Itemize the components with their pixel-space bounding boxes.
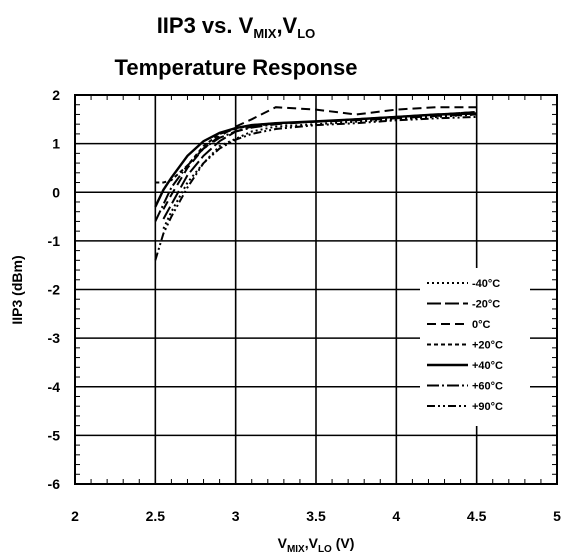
series-line-1 xyxy=(162,111,477,220)
subscript-text: LO xyxy=(318,544,332,555)
series-line-0 xyxy=(162,113,477,230)
y-tick-label: -4 xyxy=(48,379,61,395)
y-tick-label: -6 xyxy=(48,476,61,492)
series-line-2 xyxy=(162,106,477,210)
x-tick-label: 5 xyxy=(553,508,561,524)
legend-label: +90°C xyxy=(472,401,503,413)
y-tick-label: -2 xyxy=(48,282,61,298)
text-run: ,V xyxy=(305,535,319,551)
y-tick-labels: -6 -5 -4 -3 -2 -1 0 1 2 xyxy=(48,87,61,492)
x-tick-label: 2 xyxy=(71,508,79,524)
legend-label: +60°C xyxy=(472,381,503,393)
legend-label: +20°C xyxy=(472,340,503,352)
series-line-4 xyxy=(154,112,477,208)
x-axis-label: VMIX,VLO (V) xyxy=(278,535,355,555)
text-run: V xyxy=(278,535,288,551)
y-tick-label: 2 xyxy=(52,87,60,103)
x-tick-label: 2.5 xyxy=(146,508,166,524)
y-tick-label: 0 xyxy=(52,184,60,200)
chart-title-line2: Temperature Response xyxy=(115,55,358,80)
x-tick-label: 4.5 xyxy=(467,508,487,524)
subscript-text: MIX xyxy=(253,26,276,41)
series-line-5 xyxy=(154,113,477,222)
subscript-text: LO xyxy=(297,26,315,41)
y-tick-label: -5 xyxy=(48,427,61,443)
legend-label: +40°C xyxy=(472,360,503,372)
y-axis-label: IIP3 (dBm) xyxy=(9,255,25,324)
y-tick-label: -1 xyxy=(48,233,61,249)
y-tick-label: 1 xyxy=(52,136,60,152)
x-tick-label: 3 xyxy=(232,508,240,524)
series-layer xyxy=(154,106,477,261)
x-tick-label: 3.5 xyxy=(306,508,326,524)
text-run: IIP3 vs. V xyxy=(157,13,254,38)
subscript-text: MIX xyxy=(287,544,305,555)
legend: -40°C -20°C 0°C +20°C +40°C +60°C +90°C xyxy=(420,268,530,426)
y-tick-label: -3 xyxy=(48,330,61,346)
legend-label: -40°C xyxy=(472,278,500,290)
plot-frame xyxy=(74,94,558,485)
legend-label: -20°C xyxy=(472,299,500,311)
legend-background xyxy=(420,268,530,426)
x-tick-label: 4 xyxy=(392,508,400,524)
text-run: ,V xyxy=(276,13,297,38)
text-run: (V) xyxy=(332,535,355,551)
x-tick-labels: 2 2.5 3 3.5 4 4.5 5 xyxy=(71,508,561,524)
chart-title-line1: IIP3 vs. VMIX,VLO xyxy=(157,13,316,41)
legend-label: 0°C xyxy=(472,319,491,331)
